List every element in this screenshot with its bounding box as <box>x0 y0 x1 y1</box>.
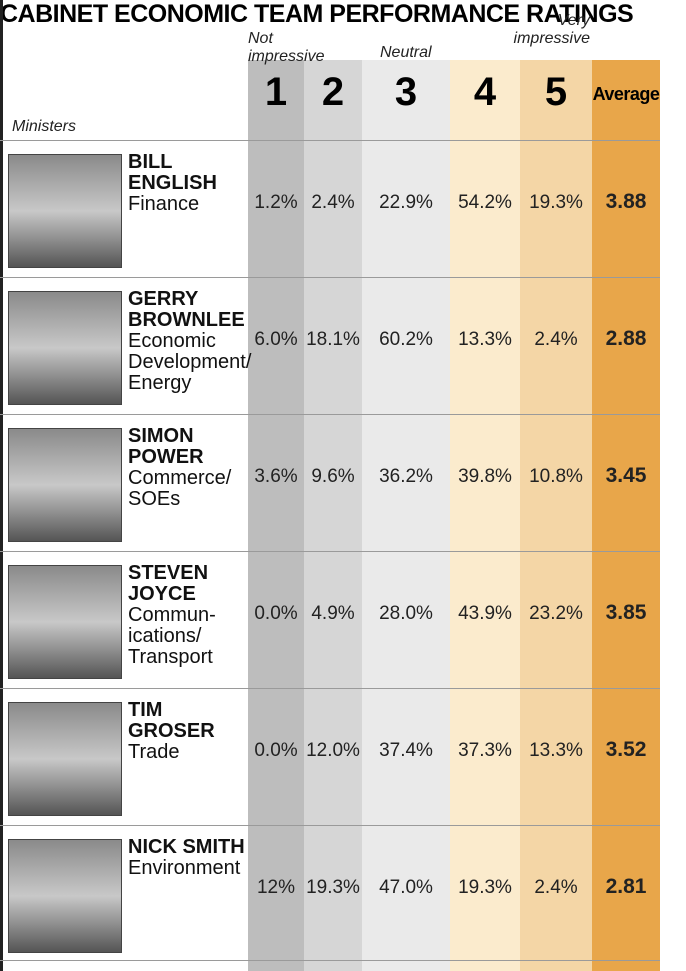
rating-cell: 37.3% <box>450 740 520 762</box>
minister-photo <box>8 565 122 679</box>
scale-mid: Neutral <box>380 44 432 62</box>
portfolio-line: Finance <box>128 194 246 215</box>
minister-photo <box>8 839 122 953</box>
rating-cell: 19.3% <box>520 192 592 214</box>
rating-cell: 9.6% <box>304 466 362 488</box>
name-line: STEVEN <box>128 563 246 584</box>
column-header: 5 <box>520 70 592 115</box>
scale-high: Very impressive <box>500 12 590 48</box>
column-header: 2 <box>304 70 362 115</box>
rating-cell: 28.0% <box>362 603 450 625</box>
name-line: BROWNLEE <box>128 310 246 331</box>
average-cell: 2.88 <box>592 327 660 351</box>
name-line: TIM GROSER <box>128 700 246 742</box>
portfolio-line: Commerce/ <box>128 468 246 489</box>
portfolio-line: SOEs <box>128 489 246 510</box>
rating-cell: 22.9% <box>362 192 450 214</box>
minister-photo <box>8 428 122 542</box>
rating-cell: 43.9% <box>450 603 520 625</box>
rating-cell: 2.4% <box>520 329 592 351</box>
rating-cell: 0.0% <box>248 603 304 625</box>
rating-cell: 0.0% <box>248 740 304 762</box>
rating-cell: 6.0% <box>248 329 304 351</box>
rating-cell: 39.8% <box>450 466 520 488</box>
page: CABINET ECONOMIC TEAM PERFORMANCE RATING… <box>0 0 686 971</box>
average-cell: 3.88 <box>592 190 660 214</box>
column-header: Average <box>592 84 660 105</box>
rating-cell: 19.3% <box>450 877 520 899</box>
rating-cell: 4.9% <box>304 603 362 625</box>
portfolio-line: ications/ <box>128 626 246 647</box>
minister-photo <box>8 154 122 268</box>
rating-cell: 19.3% <box>304 877 362 899</box>
rating-cell: 47.0% <box>362 877 450 899</box>
rating-cell: 23.2% <box>520 603 592 625</box>
portfolio-line: Energy <box>128 373 246 394</box>
rating-cell: 10.8% <box>520 466 592 488</box>
rating-cell: 54.2% <box>450 192 520 214</box>
portfolio-line: Economic <box>128 331 246 352</box>
portfolio-line: Environment <box>128 858 246 879</box>
average-cell: 2.81 <box>592 875 660 899</box>
rating-cell: 3.6% <box>248 466 304 488</box>
portfolio-line: Commun- <box>128 605 246 626</box>
column-header: 1 <box>248 70 304 115</box>
column-header: 4 <box>450 70 520 115</box>
rating-cell: 60.2% <box>362 329 450 351</box>
name-line: SIMON <box>128 426 246 447</box>
portfolio-line: Trade <box>128 742 246 763</box>
rating-cell: 37.4% <box>362 740 450 762</box>
rating-cell: 13.3% <box>520 740 592 762</box>
minister-photo <box>8 291 122 405</box>
row-divider <box>0 825 660 826</box>
row-divider <box>0 551 660 552</box>
rating-cell: 2.4% <box>304 192 362 214</box>
portfolio-line: Development/ <box>128 352 246 373</box>
name-line: POWER <box>128 447 246 468</box>
row-divider <box>0 414 660 415</box>
row-divider <box>0 140 660 141</box>
ministers-label: Ministers <box>12 118 76 136</box>
scale-low: Not impressive <box>248 30 338 66</box>
row-divider <box>0 960 660 961</box>
row-divider <box>0 688 660 689</box>
rating-cell: 1.2% <box>248 192 304 214</box>
name-line: ENGLISH <box>128 173 246 194</box>
name-line: GERRY <box>128 289 246 310</box>
minister-photo <box>8 702 122 816</box>
rating-cell: 12.0% <box>304 740 362 762</box>
name-line: BILL <box>128 152 246 173</box>
name-line: NICK SMITH <box>128 837 246 858</box>
average-cell: 3.52 <box>592 738 660 762</box>
name-line: JOYCE <box>128 584 246 605</box>
rating-cell: 13.3% <box>450 329 520 351</box>
rating-cell: 36.2% <box>362 466 450 488</box>
average-cell: 3.45 <box>592 464 660 488</box>
rating-cell: 2.4% <box>520 877 592 899</box>
column-header: 3 <box>362 70 450 115</box>
row-divider <box>0 277 660 278</box>
rating-cell: 12% <box>248 877 304 899</box>
average-cell: 3.85 <box>592 601 660 625</box>
rating-cell: 18.1% <box>304 329 362 351</box>
portfolio-line: Transport <box>128 647 246 668</box>
